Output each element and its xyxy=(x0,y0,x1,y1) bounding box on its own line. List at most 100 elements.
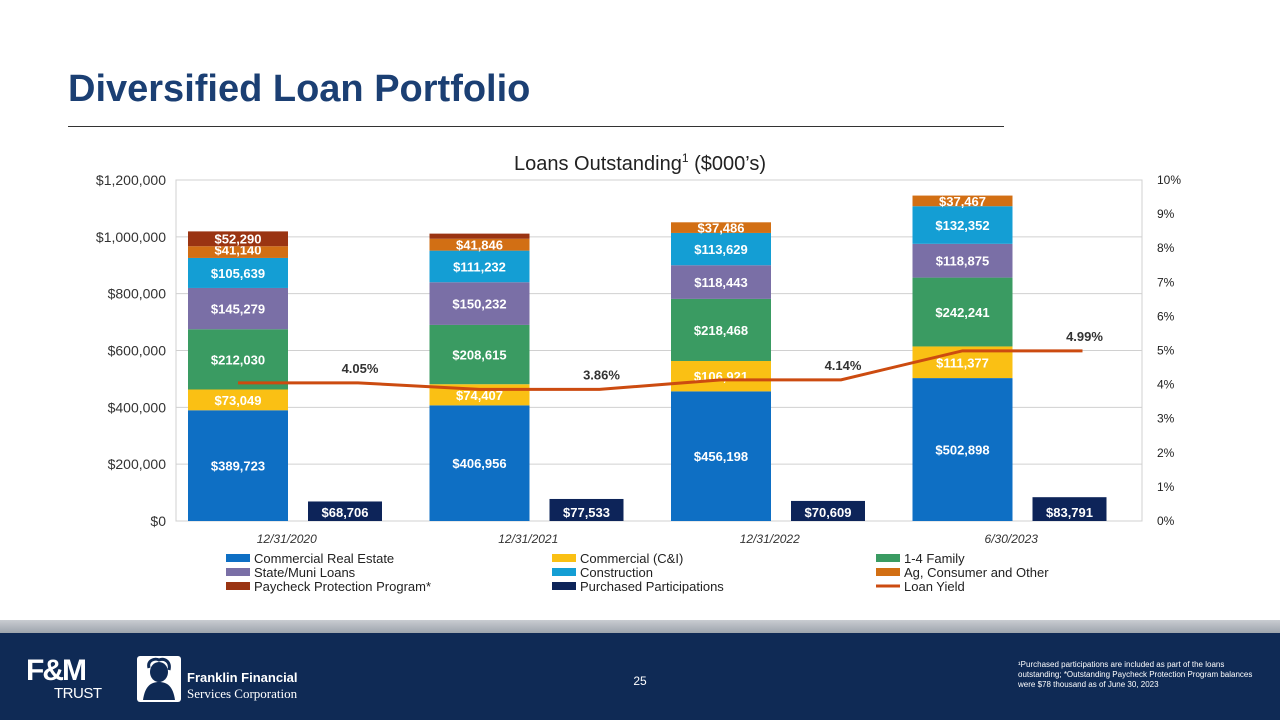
bar-segment xyxy=(912,378,1013,521)
bar-segment xyxy=(188,410,288,521)
purchased-participations-bar xyxy=(308,501,382,521)
loan-yield-label: 4.14% xyxy=(825,358,862,373)
bar-data-label: $37,486 xyxy=(698,221,745,236)
bar-data-label: $212,030 xyxy=(211,352,265,367)
legend-label: Construction xyxy=(580,565,653,580)
bar-segment xyxy=(429,250,530,283)
y-tick-label: $800,000 xyxy=(108,286,167,302)
y-tick-label: $600,000 xyxy=(108,343,167,359)
bar-data-label: $73,049 xyxy=(215,393,262,408)
bar-segment xyxy=(429,238,530,251)
y2-tick-label: 1% xyxy=(1157,480,1175,494)
purchased-participations-label: $83,791 xyxy=(1046,505,1093,520)
bar-segment xyxy=(188,389,288,411)
bar-data-label: $105,639 xyxy=(211,266,265,281)
loan-yield-label: 4.99% xyxy=(1066,329,1103,344)
legend-swatch xyxy=(226,582,250,590)
y-tick-label: $0 xyxy=(150,513,166,529)
fm-logo-trust: TRUST xyxy=(54,685,102,702)
bar-segment xyxy=(912,243,1013,278)
legend-label: 1-4 Family xyxy=(904,551,965,566)
y-tick-label: $400,000 xyxy=(108,399,167,415)
fm-trust-logo: F&M TRUST xyxy=(26,654,112,704)
legend-swatch xyxy=(552,582,576,590)
purchased-participations-bar xyxy=(791,500,865,521)
legend-swatch xyxy=(226,568,250,576)
bar-data-label: $208,615 xyxy=(452,348,506,363)
bar-data-label: $118,443 xyxy=(694,275,748,290)
loan-yield-line xyxy=(238,349,1083,391)
ffsc-name-line1: Franklin Financial xyxy=(187,670,298,685)
legend-swatch xyxy=(876,554,900,562)
y2-tick-label: 2% xyxy=(1157,446,1175,460)
purchased-participations-bar xyxy=(549,498,624,521)
bar-segment xyxy=(671,232,771,266)
plot-frame xyxy=(175,179,1143,522)
bar-data-label: $502,898 xyxy=(935,443,989,458)
footer-strip xyxy=(0,620,1280,634)
bar-data-label: $132,352 xyxy=(935,218,989,233)
legend-label: State/Muni Loans xyxy=(254,565,356,580)
bar-data-label: $113,629 xyxy=(694,242,748,257)
page-number: 25 xyxy=(633,674,647,688)
bar-segment xyxy=(188,329,288,390)
legend-label: Paycheck Protection Program* xyxy=(254,579,431,594)
fm-logo-mark: F&M xyxy=(26,654,87,687)
purchased-participations-label: $68,706 xyxy=(322,505,369,520)
bar-data-label: $111,377 xyxy=(936,355,989,370)
legend-label: Purchased Participations xyxy=(580,579,724,594)
purchased-participations-bar xyxy=(1032,497,1107,521)
y2-tick-label: 5% xyxy=(1157,344,1175,358)
x-tick-label: 6/30/2023 xyxy=(985,532,1039,546)
bar-data-label: $242,241 xyxy=(935,305,989,320)
y2-tick-label: 4% xyxy=(1157,378,1175,392)
y2-tick-label: 10% xyxy=(1157,173,1181,187)
footer-bar xyxy=(0,633,1280,720)
ffsc-name-line2: Services Corporation xyxy=(187,686,298,701)
bar-segment xyxy=(912,277,1013,347)
loans-outstanding-chart: Loans Outstanding1 ($000’s) $0 $200,000 $40… xyxy=(96,151,1181,594)
bar-data-label: $37,467 xyxy=(939,194,986,209)
slide-title: Diversified Loan Portfolio xyxy=(68,68,531,110)
loan-yield-label: 3.86% xyxy=(583,367,620,382)
bar-segment xyxy=(912,195,1013,207)
x-tick-label: 12/31/2022 xyxy=(740,532,800,546)
bar-data-label: $52,290 xyxy=(215,231,262,246)
x-tick-label: 12/31/2021 xyxy=(498,532,558,546)
bar-data-label: $150,232 xyxy=(452,297,506,312)
bar-segment xyxy=(671,298,771,361)
purchased-participations-label: $70,609 xyxy=(805,505,852,520)
y2-tick-label: 6% xyxy=(1157,309,1175,323)
bar-data-label: $111,232 xyxy=(453,259,506,274)
bar-data-label: $74,407 xyxy=(456,388,503,403)
y2-tick-label: 8% xyxy=(1157,241,1175,255)
bar-data-label: $145,279 xyxy=(211,302,265,317)
bar-segment xyxy=(912,206,1013,244)
bar-segment xyxy=(671,391,771,521)
legend-swatch xyxy=(226,554,250,562)
y2-tick-label: 9% xyxy=(1157,207,1175,221)
footnote: ¹Purchased participations are included a… xyxy=(1018,660,1253,689)
bar-segment xyxy=(188,231,288,247)
y-tick-label: $1,000,000 xyxy=(96,229,166,245)
bar-segment xyxy=(671,265,771,299)
loan-yield-label: 4.05% xyxy=(342,361,379,376)
y-tick-label: $200,000 xyxy=(108,456,167,472)
y2-tick-label: 7% xyxy=(1157,275,1175,289)
bar-segment xyxy=(671,222,771,233)
y-tick-label: $1,200,000 xyxy=(96,172,166,188)
bar-data-label: $456,198 xyxy=(694,449,748,464)
bar-segment xyxy=(429,233,530,239)
legend-swatch xyxy=(552,568,576,576)
bar-segment xyxy=(429,282,530,325)
bar-data-label: $41,846 xyxy=(456,238,503,253)
bar-segment xyxy=(429,324,530,385)
bar-segment xyxy=(188,246,288,258)
franklin-seal-icon xyxy=(137,656,181,702)
legend-label: Loan Yield xyxy=(904,579,965,594)
franklin-financial-logo: Franklin Financial Services Corporation xyxy=(137,656,307,704)
purchased-participations-label: $77,533 xyxy=(563,505,610,520)
legend-label: Commercial (C&I) xyxy=(580,551,683,566)
bar-segment xyxy=(429,405,530,521)
chart-title: Loans Outstanding1 ($000’s) xyxy=(514,151,766,175)
